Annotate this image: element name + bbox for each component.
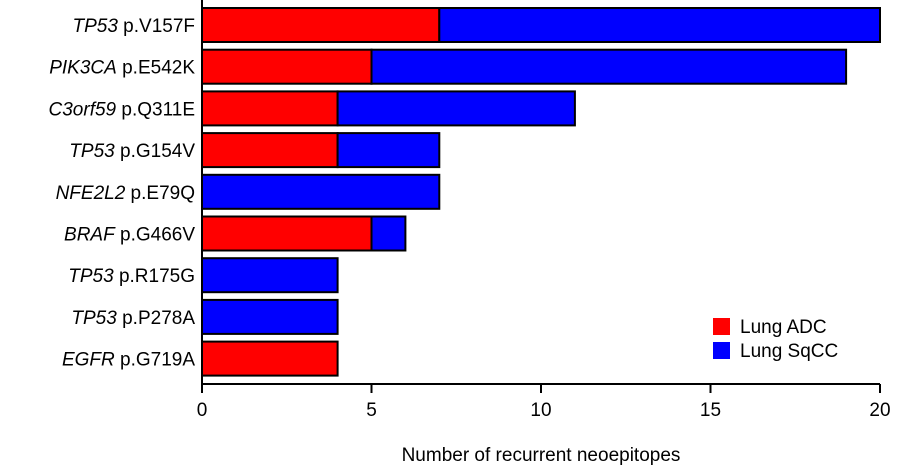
x-tick-label: 5 bbox=[366, 400, 377, 421]
category-label: C3orf59 p.Q311E bbox=[49, 99, 195, 120]
mutation-name: p.V157F bbox=[118, 16, 195, 37]
category-label: TP53 p.G154V bbox=[69, 141, 195, 162]
category-label: PIK3CA p.E542K bbox=[49, 58, 195, 79]
bar-adc-0 bbox=[201, 7, 441, 43]
mutation-name: p.P278A bbox=[117, 308, 195, 329]
mutation-name: p.G466V bbox=[115, 225, 196, 246]
bar-adc-1 bbox=[201, 48, 373, 85]
bar-sqcc-3 bbox=[336, 132, 441, 169]
bar-sqcc-6 bbox=[201, 257, 339, 294]
mutation-name: p.Q311E bbox=[116, 99, 195, 120]
bar-sqcc-4 bbox=[201, 173, 441, 210]
bar-sqcc-1 bbox=[370, 48, 848, 85]
category-label: TP53 p.V157F bbox=[72, 16, 195, 37]
mutation-name: p.G719A bbox=[115, 350, 196, 371]
legend-swatch-adc bbox=[713, 318, 730, 335]
bar-adc-3 bbox=[201, 132, 339, 169]
gene-name: BRAF bbox=[64, 225, 116, 246]
gene-name: NFE2L2 bbox=[56, 183, 126, 204]
bar-adc-2 bbox=[201, 90, 339, 127]
x-axis: 0 5 10 15 20 bbox=[197, 383, 891, 421]
mutation-name: p.G154V bbox=[115, 141, 196, 162]
gene-name: C3orf59 bbox=[49, 99, 117, 120]
category-label: TP53 p.R175G bbox=[68, 266, 195, 287]
legend-swatch-sqcc bbox=[713, 342, 730, 359]
bar-adc-8 bbox=[201, 340, 339, 377]
category-label: BRAF p.G466V bbox=[64, 225, 195, 246]
x-tick-label: 20 bbox=[869, 400, 890, 421]
x-axis-title: Number of recurrent neoepitopes bbox=[402, 445, 681, 466]
x-tick-label: 10 bbox=[530, 400, 551, 421]
mutation-name: p.E542K bbox=[117, 58, 195, 79]
legend: Lung ADC Lung SqCC bbox=[713, 317, 838, 362]
category-label: NFE2L2 p.E79Q bbox=[56, 183, 195, 204]
gene-name: TP53 bbox=[68, 266, 114, 287]
bar-sqcc-5 bbox=[370, 215, 407, 252]
legend-label-adc: Lung ADC bbox=[740, 317, 827, 338]
gene-name: EGFR bbox=[62, 350, 115, 371]
gene-name: TP53 bbox=[69, 141, 115, 162]
legend-label-sqcc: Lung SqCC bbox=[740, 341, 838, 362]
bar-sqcc-0 bbox=[438, 7, 881, 43]
bar-adc-5 bbox=[201, 215, 373, 252]
category-label: TP53 p.P278A bbox=[71, 308, 195, 329]
x-tick-label: 0 bbox=[197, 400, 208, 421]
mutation-name: p.R175G bbox=[114, 266, 195, 287]
bars-group bbox=[201, 7, 881, 377]
category-label: EGFR p.G719A bbox=[62, 350, 195, 371]
bar-sqcc-2 bbox=[336, 90, 576, 127]
x-tick-label: 15 bbox=[700, 400, 721, 421]
gene-name: PIK3CA bbox=[49, 58, 117, 79]
gene-name: TP53 bbox=[72, 16, 118, 37]
bar-sqcc-7 bbox=[201, 298, 339, 335]
mutation-name: p.E79Q bbox=[125, 183, 195, 204]
gene-name: TP53 bbox=[71, 308, 117, 329]
